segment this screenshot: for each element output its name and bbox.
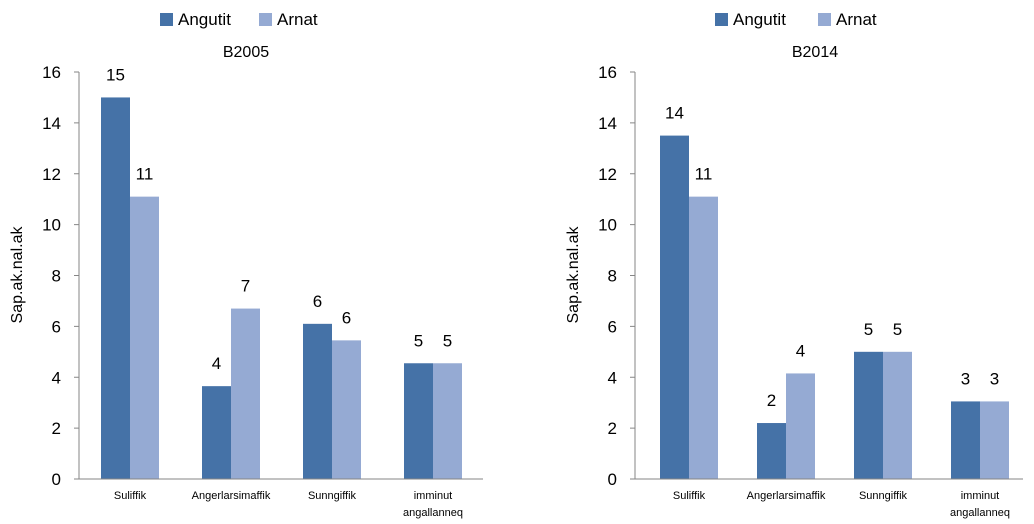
y-tick-label: 4 (52, 368, 61, 387)
bar-angutit-1 (660, 135, 689, 479)
bar-angutit-3 (854, 351, 883, 479)
data-label-angutit-3: 5 (864, 320, 873, 339)
data-label-arnat-4: 3 (990, 369, 999, 388)
bar-arnat-4 (433, 363, 462, 479)
y-tick-label: 2 (608, 419, 617, 438)
category-label-3: Sunngiffik (308, 490, 357, 502)
y-axis-label: Sap.ak.nal.ak (565, 226, 582, 324)
y-tick-label: 6 (608, 317, 617, 336)
legend-label-1: Angutit (178, 10, 231, 29)
legend-label-1: Angutit (733, 10, 786, 29)
bar-angutit-4 (404, 363, 433, 479)
data-label-arnat-1: 11 (695, 165, 713, 184)
y-tick-label: 16 (42, 63, 61, 82)
y-tick-label: 12 (598, 165, 617, 184)
data-label-arnat-4: 5 (443, 331, 452, 350)
y-tick-label: 12 (42, 165, 61, 184)
data-label-angutit-4: 3 (961, 369, 970, 388)
legend-label-2: Arnat (836, 10, 877, 29)
bar-arnat-4 (980, 401, 1009, 479)
bar-arnat-3 (883, 351, 912, 479)
bar-angutit-2 (757, 423, 786, 479)
y-tick-label: 14 (42, 114, 61, 133)
y-tick-label: 8 (52, 267, 61, 286)
category-label-4: imminut (414, 490, 453, 502)
legend-swatch-1 (715, 13, 728, 26)
y-axis-label: Sap.ak.nal.ak (9, 226, 26, 324)
y-tick-label: 16 (598, 63, 617, 82)
chart-panel-1: Angutit Arnat B2005 Sap.ak.nal.ak 0 2 4 6 8 10 12 1… (9, 10, 483, 519)
chart-panel-2: Angutit Arnat B2014 Sap.ak.nal.ak 0 2 4 6 8 10 12 1… (565, 10, 1023, 519)
data-label-angutit-1: 15 (106, 65, 125, 84)
chart-title: B2014 (792, 44, 838, 61)
y-tick-label: 4 (608, 368, 617, 387)
data-label-arnat-1: 11 (136, 165, 154, 184)
legend-swatch-1 (160, 13, 173, 26)
bar-angutit-2 (202, 386, 231, 479)
y-tick-label: 10 (42, 216, 61, 235)
bar-angutit-1 (101, 97, 130, 479)
category-label-4: imminut (961, 490, 1000, 502)
data-label-angutit-4: 5 (414, 331, 423, 350)
legend: Angutit Arnat (715, 10, 877, 29)
y-tick-label: 6 (52, 317, 61, 336)
legend: Angutit Arnat (160, 10, 318, 29)
chart-title: B2005 (223, 44, 269, 61)
data-label-arnat-2: 7 (241, 277, 250, 296)
category-label-2: Angerlarsimaffik (192, 490, 271, 502)
bar-arnat-2 (786, 373, 815, 479)
y-tick-label: 0 (52, 470, 61, 489)
bar-arnat-1 (689, 196, 718, 480)
data-label-angutit-2: 2 (767, 391, 776, 410)
y-tick-label: 10 (598, 216, 617, 235)
category-label-1: Suliffik (114, 490, 147, 502)
bar-arnat-2 (231, 308, 260, 479)
legend-swatch-2 (259, 13, 272, 26)
category-label-1: Suliffik (673, 490, 706, 502)
category-label-2: Angerlarsimaffik (747, 490, 826, 502)
category-label-4: angallanneq (950, 507, 1010, 519)
bar-angutit-4 (951, 401, 980, 479)
data-label-arnat-3: 6 (342, 308, 351, 327)
category-label-4: angallanneq (403, 507, 463, 519)
legend-label-2: Arnat (277, 10, 318, 29)
bar-angutit-3 (303, 323, 332, 479)
y-tick-label: 14 (598, 114, 617, 133)
data-label-angutit-1: 14 (665, 104, 684, 123)
y-tick-label: 0 (608, 470, 617, 489)
data-label-arnat-2: 4 (796, 341, 805, 360)
bar-arnat-1 (130, 196, 159, 480)
y-tick-label: 2 (52, 419, 61, 438)
data-label-angutit-2: 4 (212, 354, 221, 373)
data-label-arnat-3: 5 (893, 320, 902, 339)
legend-swatch-2 (818, 13, 831, 26)
category-label-3: Sunngiffik (859, 490, 908, 502)
bar-arnat-3 (332, 340, 361, 479)
data-label-angutit-3: 6 (313, 292, 322, 311)
y-tick-label: 8 (608, 267, 617, 286)
